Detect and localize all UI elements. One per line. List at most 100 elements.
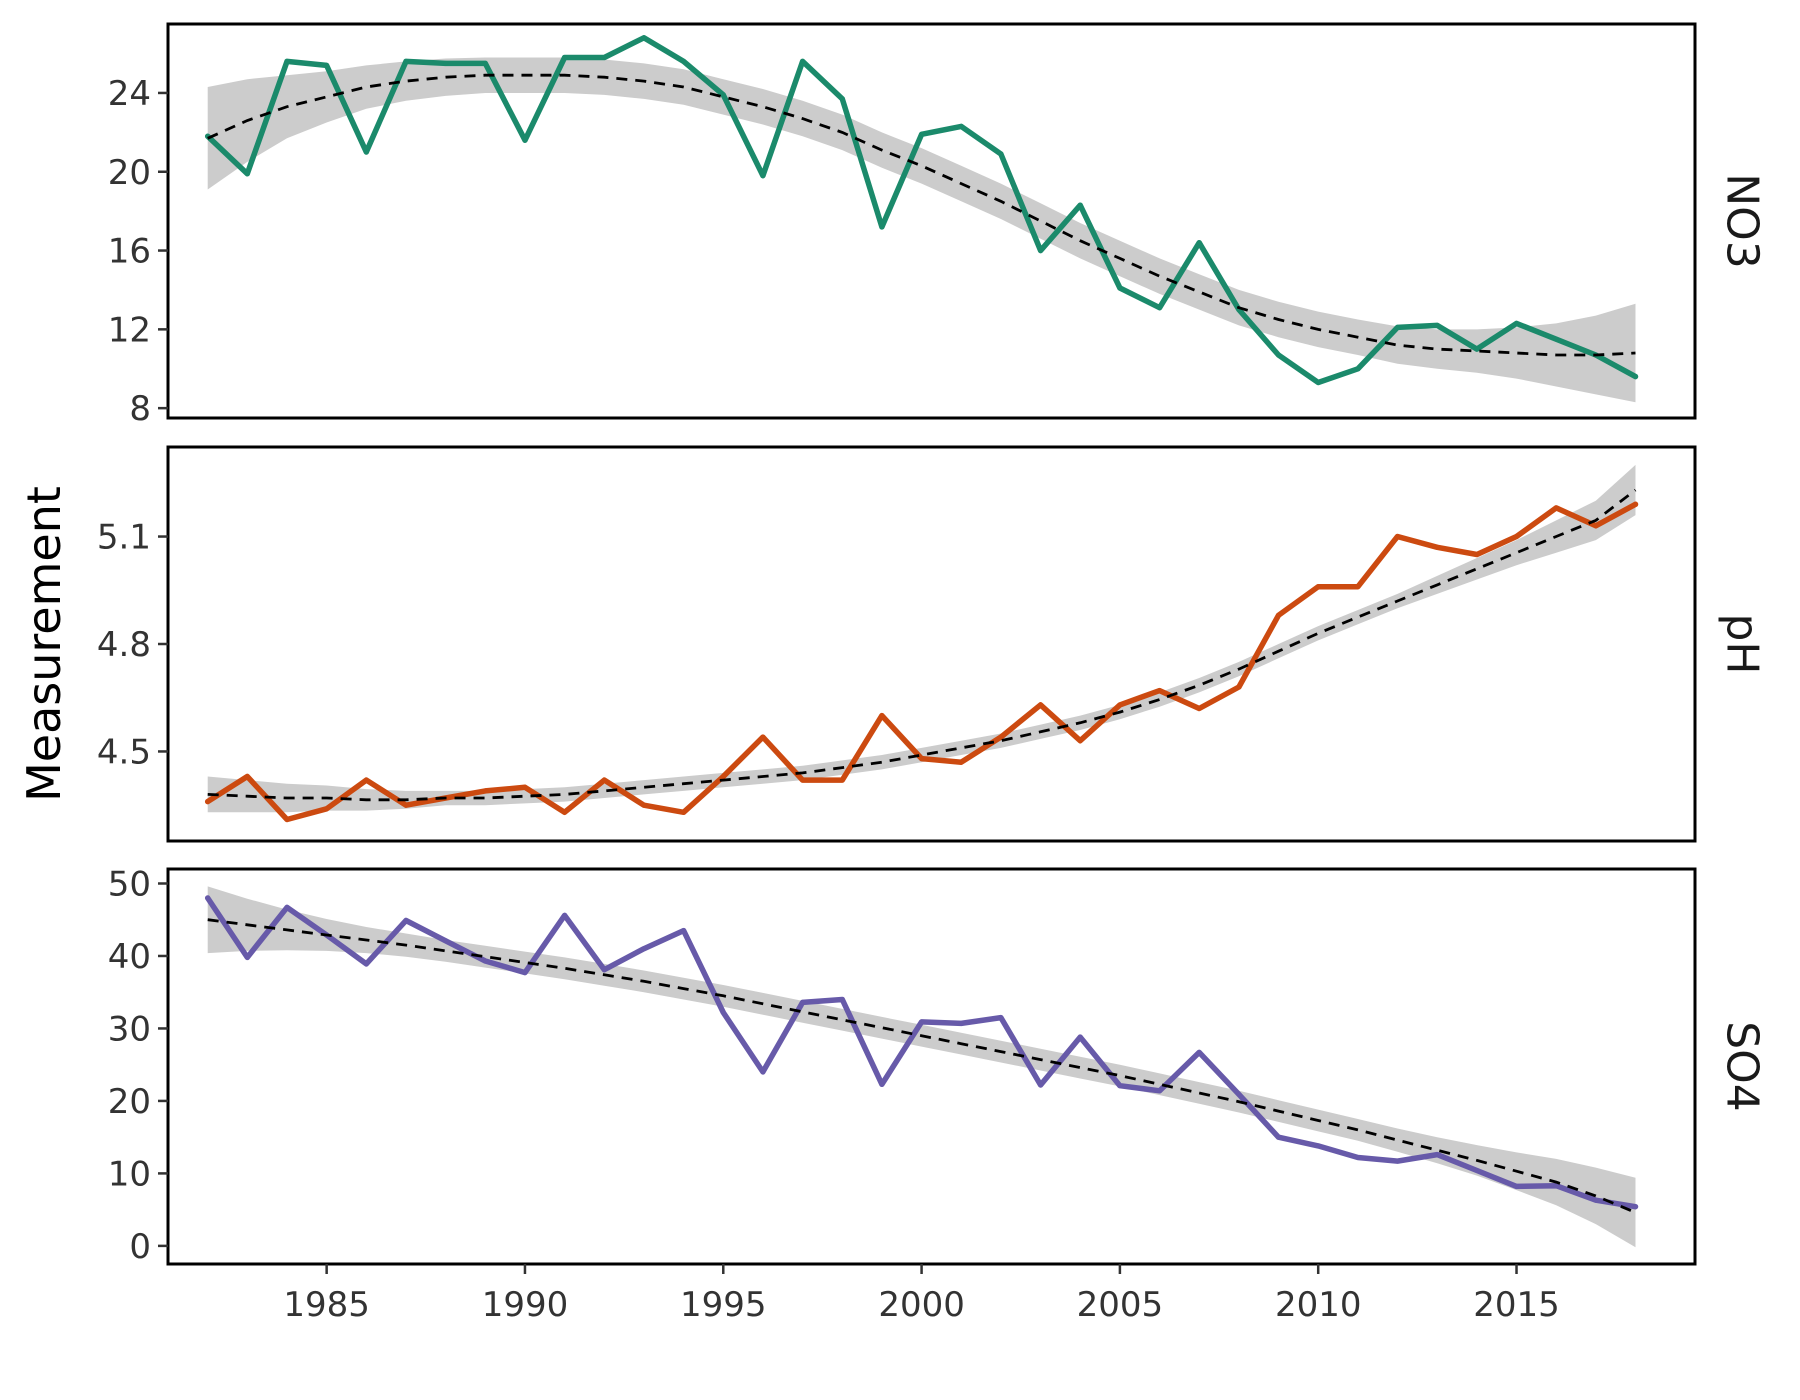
x-tick-label: 2000: [878, 1285, 965, 1325]
no3-point: [1553, 336, 1559, 342]
ph-point: [760, 734, 766, 740]
so4-point: [681, 928, 687, 934]
no3-point: [1434, 322, 1440, 328]
no3-point: [1077, 202, 1083, 208]
no3-point: [1514, 320, 1519, 326]
so4-point: [1474, 1168, 1480, 1173]
x-tick-label: 1995: [680, 1285, 767, 1325]
so4-y-tick-label: 20: [108, 1082, 151, 1122]
ph-point: [1514, 534, 1519, 539]
ph-y-tick-label: 4.8: [97, 625, 151, 665]
so4-point: [1236, 1091, 1242, 1097]
so4-point: [562, 912, 568, 918]
so4-point: [1077, 1034, 1083, 1040]
ph-point: [1117, 702, 1123, 708]
ph-point: [403, 802, 409, 808]
no3-point: [1315, 380, 1321, 385]
x-tick-label: 2015: [1473, 1285, 1560, 1325]
ph-point: [482, 788, 488, 794]
ph-point: [720, 774, 726, 779]
ph-strip-label: pH: [1717, 613, 1768, 674]
ph-point: [522, 784, 528, 790]
so4-point: [1395, 1158, 1400, 1164]
no3-point: [1355, 366, 1361, 372]
so4-point: [1434, 1152, 1440, 1158]
ph-point: [879, 713, 885, 719]
no3-point: [403, 58, 409, 64]
so4-point: [1355, 1155, 1361, 1160]
no3-point: [720, 92, 726, 98]
no3-point: [1395, 324, 1400, 330]
no3-point: [1157, 305, 1163, 311]
so4-y-tick-label: 50: [108, 864, 151, 904]
ph-point: [1355, 584, 1361, 590]
so4-point: [998, 1015, 1004, 1021]
ph-trend-line: [207, 488, 1637, 802]
no3-point: [1196, 240, 1202, 246]
no3-point: [284, 58, 290, 64]
ph-y-tick-label: 4.5: [97, 732, 151, 772]
so4-point: [1038, 1082, 1044, 1088]
so4-point: [244, 954, 250, 960]
ph-point: [998, 734, 1004, 740]
ph-point: [958, 759, 964, 765]
ph-point: [1553, 505, 1559, 511]
no3-point: [681, 58, 687, 64]
so4-y-tick-label: 0: [129, 1227, 151, 1267]
ph-point: [1315, 584, 1321, 590]
so4-point: [1633, 1204, 1638, 1210]
so4-point: [760, 1069, 766, 1075]
so4-point: [601, 967, 607, 973]
no3-point: [1038, 248, 1044, 254]
so4-point: [1593, 1197, 1599, 1203]
ph-point: [919, 756, 925, 762]
no3-y-tick-label: 24: [108, 74, 151, 114]
so4-point: [522, 970, 528, 976]
so4-confidence-band: [207, 886, 1636, 1248]
so4-point: [800, 999, 806, 1005]
so4-strip-label: SO4: [1717, 1021, 1768, 1112]
no3-strip-label: NO3: [1717, 173, 1768, 269]
ph-y-tick-label: 5.1: [97, 518, 151, 558]
ph-point: [800, 777, 806, 783]
no3-point: [919, 131, 925, 137]
ph-series-line: [204, 501, 1639, 823]
so4-panel-frame: [166, 867, 1697, 1266]
ph-point: [681, 809, 687, 815]
ph-point: [1593, 523, 1599, 529]
ph-point: [363, 777, 369, 783]
no3-point: [363, 149, 369, 155]
ph-point: [1077, 738, 1083, 744]
no3-point: [958, 123, 964, 129]
so4-y-tick-label: 10: [108, 1154, 151, 1194]
ph-point: [562, 809, 568, 815]
no3-point: [443, 60, 449, 66]
ph-point: [1633, 501, 1638, 507]
no3-y-tick-label: 8: [129, 389, 151, 429]
ph-point: [1276, 612, 1281, 618]
ph-point: [324, 806, 330, 812]
ph-point: [1038, 702, 1044, 708]
no3-point: [522, 137, 528, 143]
so4-point: [641, 946, 647, 952]
so4-point: [205, 895, 211, 901]
so4-point: [443, 938, 449, 944]
so4-point: [1514, 1183, 1519, 1189]
so4-point: [1196, 1049, 1202, 1055]
so4-point: [958, 1020, 964, 1026]
so4-point: [284, 904, 290, 910]
no3-y-tick-label: 20: [108, 153, 151, 193]
so4-y-tick-label: 40: [108, 937, 151, 977]
no3-point: [1633, 374, 1638, 380]
no3-point: [1276, 352, 1281, 358]
ph-point: [284, 817, 290, 822]
ph-point: [1196, 706, 1202, 711]
no3-point: [244, 171, 250, 177]
no3-point: [641, 35, 647, 41]
no3-trend-line: [207, 73, 1636, 357]
ph-point: [205, 799, 211, 805]
no3-panel-frame: [166, 22, 1697, 420]
ph-point: [244, 774, 250, 779]
x-tick-label: 1985: [283, 1285, 370, 1325]
